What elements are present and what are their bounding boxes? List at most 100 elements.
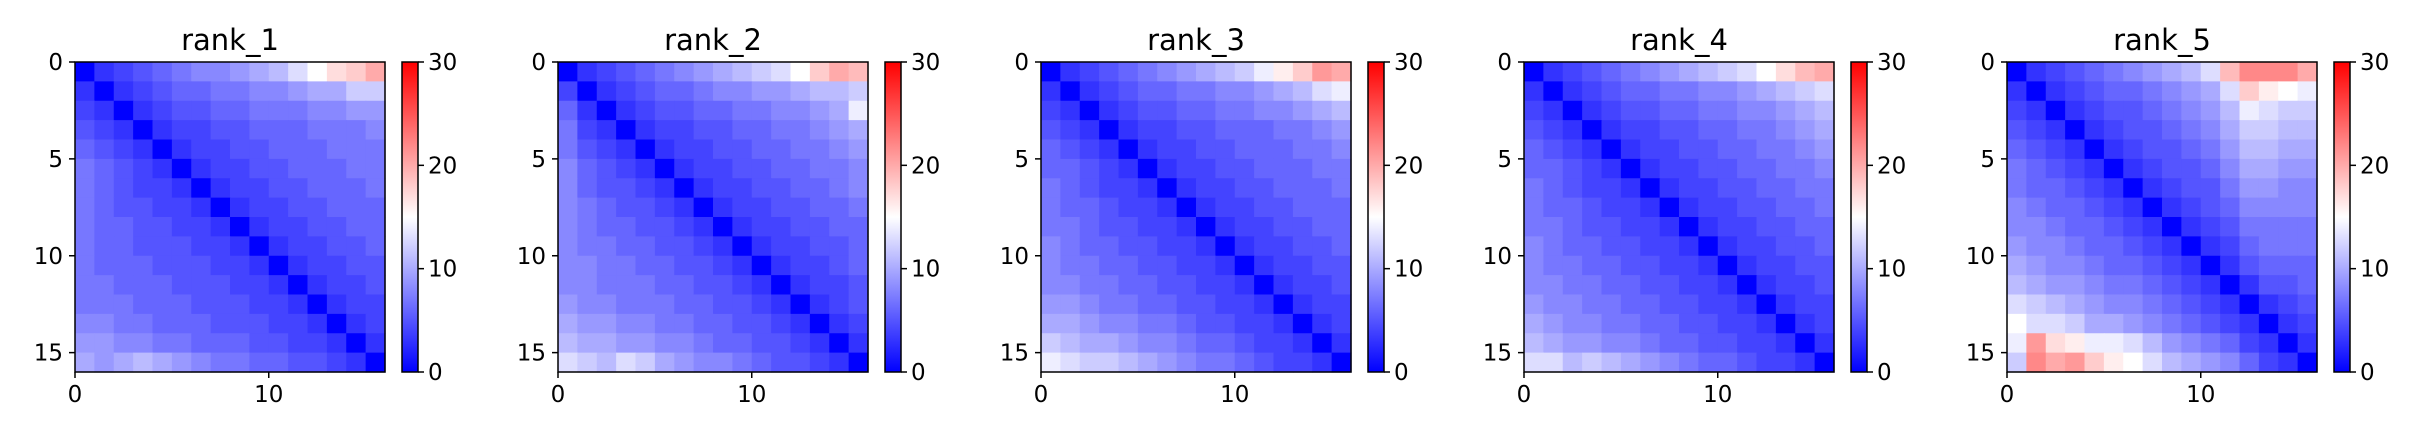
heatmap-cell	[751, 62, 772, 82]
heatmap-cell	[2181, 275, 2202, 296]
y-tick-label: 10	[517, 244, 546, 270]
heatmap-cell	[1543, 255, 1564, 276]
heatmap-cell	[2181, 158, 2202, 179]
heatmap-cell	[809, 81, 830, 102]
heatmap-cell	[1640, 255, 1661, 276]
heatmap-cell	[152, 294, 173, 315]
heatmap-cell	[1562, 197, 1583, 218]
heatmap-cell	[1041, 217, 1061, 237]
heatmap-cell	[674, 62, 695, 82]
heatmap-cell	[2045, 178, 2066, 199]
heatmap-cell	[1176, 178, 1197, 199]
heatmap-cell	[365, 62, 386, 82]
heatmap-cell	[1254, 294, 1275, 315]
heatmap-cell	[1756, 139, 1777, 160]
heatmap-cell	[1041, 100, 1061, 121]
heatmap-cell	[1679, 158, 1699, 179]
heatmap-cell	[713, 158, 733, 179]
heatmap-cell	[1582, 275, 1603, 296]
heatmap-cell	[1582, 333, 1603, 354]
heatmap-cell	[2045, 139, 2066, 160]
heatmap-cell	[2278, 294, 2299, 315]
colorbar-tick-label: 0	[428, 360, 443, 386]
heatmap-cell	[1543, 62, 1564, 82]
heatmap-cell	[2239, 178, 2260, 199]
heatmap-cell	[751, 255, 772, 276]
heatmap-cell	[152, 275, 173, 296]
heatmap-cell	[2045, 255, 2066, 276]
heatmap-cell	[771, 139, 792, 160]
heatmap-cell	[1060, 275, 1081, 296]
heatmap-cell	[2239, 352, 2260, 373]
heatmap-cell	[771, 313, 792, 334]
heatmap-cell	[654, 158, 675, 179]
heatmap-cell	[2007, 275, 2027, 296]
heatmap-cell	[1273, 62, 1294, 82]
heatmap-cell	[674, 294, 695, 315]
heatmap-cell	[577, 139, 598, 160]
heatmap-cell	[2123, 81, 2144, 102]
heatmap-cell	[1196, 352, 1216, 373]
heatmap-cell	[2258, 178, 2279, 199]
heatmap-cell	[1196, 217, 1216, 237]
heatmap-cell	[1756, 352, 1777, 373]
heatmap-cell	[2142, 333, 2163, 354]
heatmap-cell	[191, 178, 212, 199]
heatmap-cell	[616, 333, 637, 354]
heatmap-cell	[1137, 236, 1158, 257]
heatmap-cell	[2045, 197, 2066, 218]
heatmap-cell	[1795, 178, 1816, 199]
heatmap-cell	[152, 158, 173, 179]
heatmap-cell	[1331, 62, 1352, 82]
heatmap-cell	[152, 236, 173, 257]
heatmap-cell	[1118, 313, 1139, 334]
heatmap-cell	[1099, 120, 1120, 141]
heatmap-cell	[732, 236, 753, 257]
heatmap-cell	[1775, 100, 1796, 121]
heatmap-cell	[1679, 62, 1699, 82]
heatmap-cell	[616, 236, 637, 257]
heatmap-cell	[1196, 81, 1216, 102]
heatmap-cell	[2103, 81, 2124, 102]
heatmap-cell	[1659, 313, 1680, 334]
heatmap-cell	[1176, 139, 1197, 160]
heatmap-cell	[693, 217, 714, 237]
heatmap-cell	[1679, 139, 1699, 160]
x-tick-label: 10	[1220, 382, 1249, 408]
heatmap-cell	[1041, 294, 1061, 315]
heatmap-cell	[113, 275, 134, 296]
y-tick-label: 0	[1497, 50, 1512, 76]
heatmap-cell	[751, 139, 772, 160]
heatmap-cell	[771, 197, 792, 218]
heatmap-cell	[771, 275, 792, 296]
heatmap-cell	[732, 333, 753, 354]
heatmap-cell	[268, 178, 289, 199]
heatmap-cell	[2200, 255, 2221, 276]
heatmap-cell	[2123, 158, 2144, 179]
heatmap-cell	[654, 120, 675, 141]
heatmap-cell	[2084, 275, 2105, 296]
heatmap-cell	[2200, 333, 2221, 354]
heatmap-cell	[1234, 100, 1255, 121]
heatmap-cell	[365, 236, 386, 257]
heatmap-cell	[75, 313, 95, 334]
heatmap-cell	[1060, 120, 1081, 141]
heatmap-cell	[307, 197, 328, 218]
heatmap-cell	[596, 352, 617, 373]
heatmap-cell	[596, 81, 617, 102]
heatmap-cell	[288, 275, 309, 296]
heatmap-cell	[1099, 236, 1120, 257]
heatmap-cell	[1079, 313, 1100, 334]
heatmap-cell	[848, 158, 869, 179]
heatmap-cell	[1060, 178, 1081, 199]
y-tick-label: 10	[1966, 244, 1995, 270]
heatmap-cell	[1756, 158, 1777, 179]
y-tick-label: 15	[1483, 341, 1512, 367]
heatmap-cell	[230, 158, 250, 179]
heatmap-cell	[2084, 81, 2105, 102]
heatmap-cell	[1620, 158, 1641, 179]
heatmap-cell	[2065, 236, 2086, 257]
heatmap-cell	[210, 255, 231, 276]
heatmap-cell	[1795, 197, 1816, 218]
